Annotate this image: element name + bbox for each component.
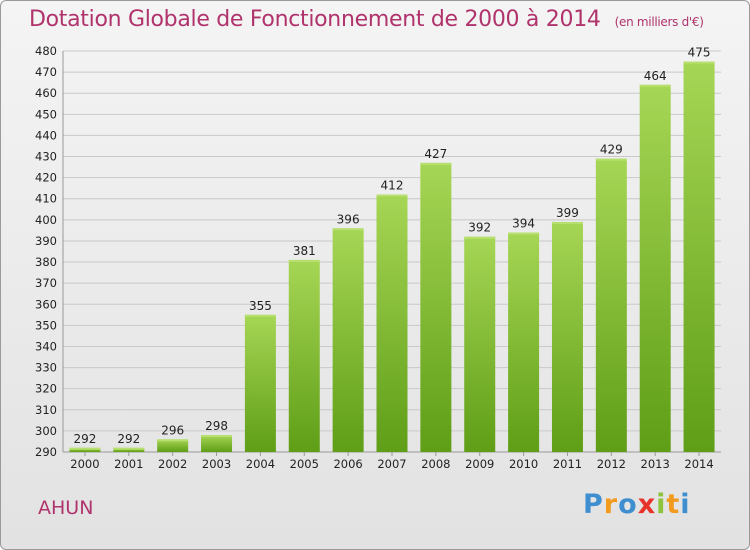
bar-2006 [332, 228, 364, 452]
bar-highlight-2007 [376, 194, 408, 197]
bar-2000 [69, 447, 101, 452]
bar-2010 [508, 232, 540, 452]
bars [69, 61, 715, 452]
x-tick-label-2002: 2002 [158, 457, 187, 471]
bar-2014 [683, 61, 715, 452]
x-axis: 2000 2001 2002 2003 2004 2005 2006 2007 2008 2009… [70, 452, 714, 471]
value-label-2007: 412 [381, 179, 404, 193]
x-tick-label-2008: 2008 [421, 457, 450, 471]
value-label-2013: 464 [644, 69, 667, 83]
y-tick-label: 320 [35, 382, 57, 396]
x-tick-label-2012: 2012 [597, 457, 626, 471]
bar-2005 [288, 259, 320, 452]
x-tick-label-2003: 2003 [202, 457, 231, 471]
x-tick-label-2013: 2013 [641, 457, 670, 471]
bar-highlight-2003 [201, 435, 233, 438]
x-tick-label-2000: 2000 [70, 457, 99, 471]
value-label-2003: 298 [205, 419, 228, 433]
x-tick-label-2001: 2001 [114, 457, 143, 471]
value-label-2010: 394 [512, 217, 535, 231]
bar-2007 [376, 194, 408, 452]
y-tick-label: 310 [35, 403, 57, 417]
y-tick-label: 460 [35, 86, 57, 100]
y-tick-label: 430 [35, 150, 57, 164]
bar-highlight-2009 [464, 236, 496, 239]
bar-highlight-2001 [113, 447, 145, 450]
value-label-2011: 399 [556, 206, 579, 220]
bar-highlight-2002 [157, 439, 189, 442]
x-tick-label-2011: 2011 [553, 457, 582, 471]
value-label-2005: 381 [293, 244, 316, 258]
bar-2011 [551, 221, 583, 452]
bar-highlight-2008 [420, 162, 452, 165]
y-tick-label: 470 [35, 65, 57, 79]
x-tick-label-2006: 2006 [333, 457, 362, 471]
y-tick-label: 360 [35, 297, 57, 311]
value-label-2012: 429 [600, 143, 623, 157]
y-tick-label: 290 [35, 445, 57, 459]
x-tick-label-2010: 2010 [509, 457, 538, 471]
bar-2001 [113, 447, 145, 452]
x-tick-label-2007: 2007 [377, 457, 406, 471]
value-label-2009: 392 [468, 221, 491, 235]
value-label-2001: 292 [117, 432, 140, 446]
y-tick-label: 330 [35, 361, 57, 375]
bar-highlight-2004 [244, 314, 276, 317]
bar-2009 [464, 236, 496, 452]
y-tick-label: 370 [35, 276, 57, 290]
bar-2004 [244, 314, 276, 452]
bar-2012 [595, 158, 627, 452]
bar-highlight-2010 [508, 232, 540, 235]
bar-2003 [201, 435, 233, 452]
y-tick-label: 380 [35, 255, 57, 269]
x-tick-label-2005: 2005 [290, 457, 319, 471]
proxiti-logo: Proxiti [583, 489, 691, 520]
bar-2002 [157, 439, 189, 452]
data-labels: 292 292 296 298 355 381 396 412 427 392 394 399 429 4… [73, 46, 710, 446]
place-name: AHUN [38, 497, 94, 519]
y-tick-label: 440 [35, 128, 57, 142]
bar-highlight-2013 [639, 84, 671, 87]
bar-highlight-2006 [332, 228, 364, 231]
y-tick-label: 340 [35, 339, 57, 353]
y-tick-label: 410 [35, 192, 57, 206]
chart-title: Dotation Globale de Fonctionnement de 20… [29, 7, 704, 32]
bar-highlight-2005 [288, 259, 320, 262]
bar-highlight-2011 [551, 221, 583, 224]
y-tick-label: 390 [35, 234, 57, 248]
chart-title-text: Dotation Globale de Fonctionnement de 20… [29, 7, 601, 32]
bar-2008 [420, 162, 452, 452]
x-tick-label-2009: 2009 [465, 457, 494, 471]
y-tick-label: 350 [35, 318, 57, 332]
value-label-2000: 292 [73, 432, 96, 446]
value-label-2004: 355 [249, 299, 272, 313]
value-label-2014: 475 [688, 46, 711, 60]
value-label-2002: 296 [161, 423, 184, 437]
bar-2013 [639, 84, 671, 452]
x-tick-label-2014: 2014 [684, 457, 713, 471]
y-tick-label: 300 [35, 424, 57, 438]
bar-highlight-2000 [69, 447, 101, 450]
bar-highlight-2014 [683, 61, 715, 64]
x-tick-label-2004: 2004 [246, 457, 275, 471]
y-axis: 290 300 310 320 330 340 350 360 370 380 390 400 410 4… [35, 44, 57, 459]
value-label-2006: 396 [337, 212, 360, 226]
y-tick-label: 420 [35, 171, 57, 185]
bar-highlight-2012 [595, 158, 627, 161]
chart-subtitle: (en milliers d'€) [614, 15, 704, 29]
y-tick-label: 400 [35, 213, 57, 227]
value-label-2008: 427 [424, 147, 447, 161]
y-tick-label: 450 [35, 107, 57, 121]
y-tick-label: 480 [35, 44, 57, 58]
